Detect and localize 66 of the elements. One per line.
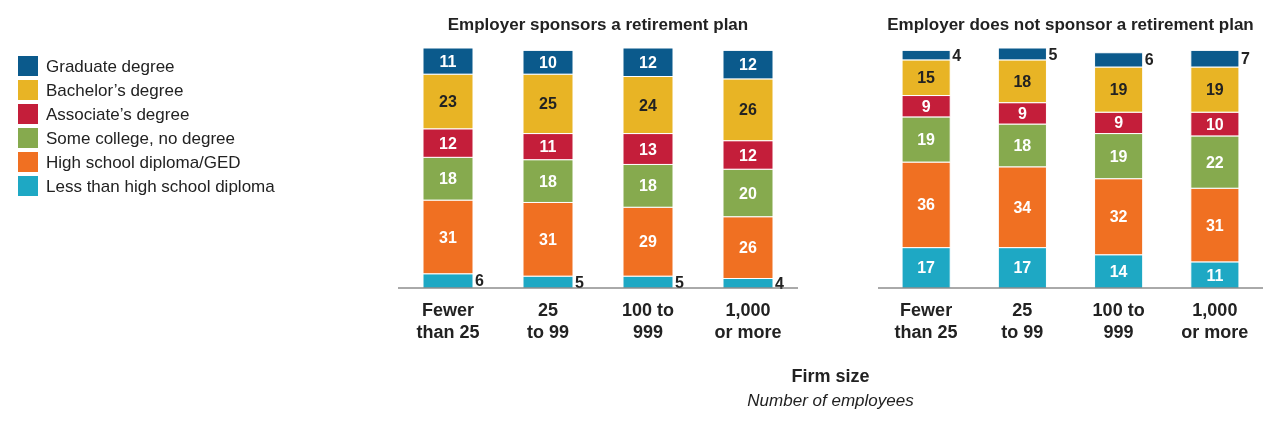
x-axis-title: Firm size [791, 366, 870, 386]
x-tick-label: 1,000 or more [714, 300, 782, 342]
legend-label: Graduate degree [46, 56, 175, 76]
data-label: 12 [739, 146, 757, 164]
legend-label: Some college, no degree [46, 128, 236, 148]
data-label: 5 [575, 273, 584, 291]
data-label: 32 [1109, 208, 1128, 226]
text: Number of employees [747, 391, 915, 410]
data-label: 18 [439, 170, 457, 188]
data-label: 19 [1109, 81, 1128, 99]
data-label: 29 [639, 233, 657, 251]
x-tick-label: 25 to 99 [1001, 300, 1044, 342]
data-label: 10 [539, 53, 557, 71]
data-label: 34 [1013, 198, 1032, 216]
legend-label: High school diploma/GED [46, 152, 241, 172]
data-label: 19 [917, 131, 936, 149]
data-label: 9 [921, 97, 931, 115]
data-label: 17 [1013, 259, 1032, 277]
data-label: 31 [439, 228, 457, 246]
data-label: 18 [1013, 72, 1032, 90]
data-label: 7 [1240, 50, 1250, 68]
data-label: 9 [1017, 104, 1027, 122]
x-tick-label: Fewer than 25 [416, 300, 480, 342]
data-label: 18 [539, 172, 557, 190]
x-tick-label: 1,000 or more [1181, 300, 1249, 342]
data-label: 5 [1048, 45, 1058, 63]
data-label: 12 [739, 56, 757, 74]
legend-label: Less than high school diploma [46, 176, 276, 196]
data-label: 11 [1206, 266, 1224, 284]
data-label: 23 [439, 93, 457, 111]
data-label: 19 [1205, 81, 1224, 99]
x-tick-label: 25 to 99 [526, 300, 570, 342]
x-tick-label: Fewer than 25 [894, 300, 958, 342]
data-label: 31 [1205, 216, 1224, 234]
x-tick-label: 100 to 999 [621, 300, 675, 342]
data-label: 10 [1205, 115, 1224, 133]
data-label: 12 [439, 134, 457, 152]
data-label: 31 [539, 230, 557, 248]
data-label: 26 [739, 101, 757, 119]
data-label: 18 [639, 177, 657, 195]
data-label: 19 [1109, 147, 1128, 165]
data-label: 9 [1114, 114, 1124, 132]
data-label: 6 [475, 272, 484, 290]
data-label: 18 [1013, 137, 1032, 155]
data-label: 5 [675, 273, 684, 291]
data-label: 13 [639, 140, 657, 158]
data-label: 36 [917, 196, 936, 214]
data-label: 15 [917, 69, 936, 87]
legend-label: Bachelor’s degree [46, 80, 184, 100]
data-label: 6 [1144, 51, 1154, 69]
data-label: 4 [952, 46, 962, 64]
data-label: 12 [639, 53, 657, 71]
data-label: 24 [639, 96, 657, 114]
data-label: 11 [439, 52, 457, 70]
chart-title: Employer sponsors a retirement plan [447, 15, 749, 34]
data-label: 20 [739, 184, 757, 202]
data-label: 14 [1109, 262, 1128, 280]
data-label: 22 [1205, 153, 1224, 171]
data-label: 25 [539, 95, 557, 113]
chart-title: Employer does not sponsor a retirement plan [887, 15, 1254, 34]
legend-label: Associate’s degree [46, 104, 190, 124]
data-label: 17 [917, 259, 936, 277]
data-label: 11 [539, 138, 557, 156]
x-tick-label: 100 to 999 [1092, 300, 1145, 342]
data-label: 4 [775, 274, 784, 292]
data-label: 26 [739, 239, 757, 257]
